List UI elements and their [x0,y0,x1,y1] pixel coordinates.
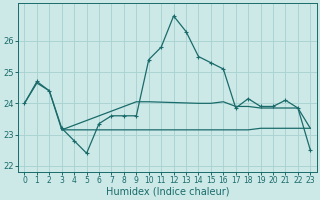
X-axis label: Humidex (Indice chaleur): Humidex (Indice chaleur) [106,187,229,197]
